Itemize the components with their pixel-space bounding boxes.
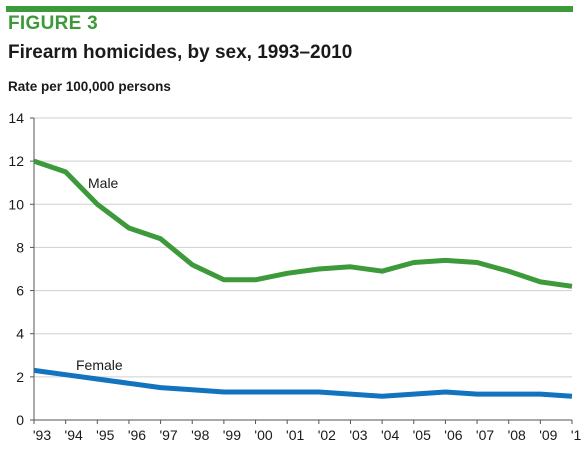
x-tick-label: '06 [444,427,462,443]
x-tick-label: '98 [191,427,209,443]
x-tick-label: '08 [508,427,526,443]
x-tick-label: '07 [476,427,494,443]
x-tick-label: '94 [65,427,83,443]
header-rule [6,6,573,12]
series-label-female: Female [76,357,123,373]
y-axis-unit-label: Rate per 100,000 persons [8,79,171,94]
x-tick-label: '09 [539,427,557,443]
y-tick-label: 12 [8,153,24,169]
chart-title: Firearm homicides, by sex, 1993–2010 [8,42,353,63]
x-tick-label: '03 [349,427,367,443]
y-tick-label: 4 [16,326,24,342]
x-tick-label: '97 [159,427,177,443]
y-tick-label: 2 [16,369,24,385]
x-tick-label: '10 [571,427,581,443]
y-tick-label: 10 [8,196,24,212]
x-tick-label: '05 [413,427,431,443]
series-line-male [33,158,573,289]
x-tick-label: '95 [96,427,114,443]
x-tick-label: '04 [381,427,399,443]
x-tick-label: '01 [286,427,304,443]
y-tick-label: 14 [8,110,24,126]
x-tick-label: '00 [254,427,272,443]
series-label-male: Male [88,175,119,191]
y-tick-label: 8 [16,239,24,255]
y-tick-label: 6 [16,283,24,299]
series-line-female [33,367,573,399]
x-tick-label: '93 [33,427,51,443]
x-tick-label: '96 [128,427,146,443]
figure-label: FIGURE 3 [8,13,99,34]
y-tick-label: 0 [16,412,24,428]
x-tick-label: '99 [223,427,241,443]
x-tick-label: '02 [318,427,336,443]
